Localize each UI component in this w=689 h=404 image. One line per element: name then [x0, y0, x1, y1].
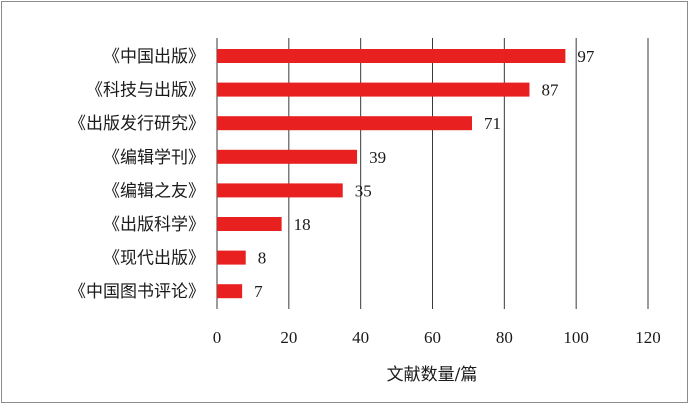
- value-label: 87: [541, 81, 559, 100]
- category-label: 《中国出版》: [103, 47, 205, 67]
- gridlines: [216, 38, 649, 309]
- x-tick-label: 0: [213, 328, 222, 347]
- x-tick-label: 60: [424, 328, 441, 347]
- value-label: 8: [258, 249, 267, 268]
- category-label: 《编辑学刊》: [103, 148, 205, 168]
- x-tick-labels: 0 20 40 60 80 100 120: [213, 328, 661, 347]
- bar: [217, 49, 566, 63]
- x-tick-label: 40: [352, 328, 369, 347]
- x-tick-label: 120: [635, 328, 661, 347]
- value-label: 18: [294, 215, 311, 234]
- bar: [217, 82, 530, 97]
- category-label: 《科技与出版》: [86, 81, 205, 101]
- bar: [217, 250, 246, 265]
- bar: [217, 284, 243, 299]
- category-label: 《出版发行研究》: [69, 114, 205, 134]
- bar: [217, 217, 282, 231]
- bars: [217, 49, 566, 299]
- value-label: 35: [355, 181, 372, 200]
- bar: [217, 149, 358, 164]
- value-label: 39: [369, 148, 386, 167]
- value-label: 71: [484, 114, 501, 133]
- x-tick-label: 100: [563, 328, 589, 347]
- bar: [217, 116, 473, 131]
- category-labels: 《中国出版》《科技与出版》《出版发行研究》《编辑学刊》《编辑之友》《出版科学》《…: [69, 47, 205, 302]
- x-tick-label: 20: [280, 328, 297, 347]
- category-label: 《中国图书评论》: [69, 282, 205, 302]
- category-label: 《编辑之友》: [103, 181, 205, 201]
- value-label: 7: [254, 282, 263, 301]
- bar: [217, 183, 343, 198]
- value-label: 97: [577, 47, 595, 66]
- category-label: 《出版科学》: [103, 215, 205, 235]
- category-label: 《现代出版》: [103, 249, 205, 269]
- x-tick-label: 80: [496, 328, 513, 347]
- x-axis-title: 文献数量/篇: [387, 365, 478, 385]
